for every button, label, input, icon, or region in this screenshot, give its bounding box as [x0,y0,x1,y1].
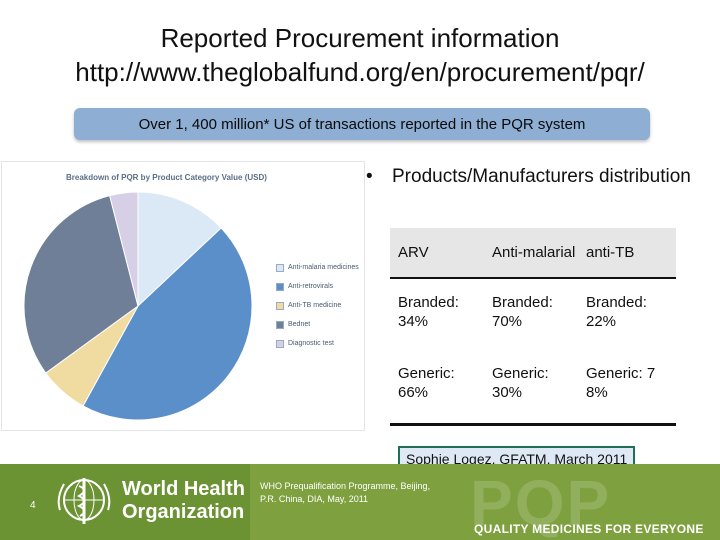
chart-title: Breakdown of PQR by Product Category Val… [66,173,267,182]
legend-swatch [276,282,284,291]
slide-number: 4 [30,500,36,511]
pie-slice-bednet [23,194,139,374]
event-info: WHO Prequalification Programme, Beijing,… [260,480,430,506]
header-antimalarial: Anti-malarial [484,228,578,279]
legend-item: Bednet [276,315,366,334]
legend-item: Anti-malaria medicines [276,258,366,277]
who-emblem-icon [57,478,111,524]
legend-label: Diagnostic test [288,340,334,347]
event-info-line-2: P.R. China, DIA, May, 2011 [260,494,369,504]
table-cell: Generic: 30% [492,365,549,402]
org-line-1: World Health [122,478,245,500]
legend-label: Anti-malaria medicines [288,264,359,271]
pqp-watermark: PQP [470,467,612,539]
legend-swatch [276,263,284,272]
legend-item: Anti-retrovirals [276,277,366,296]
table-cell: Branded: 22% [586,293,647,330]
table-cell: Branded: 34% [398,293,459,330]
organization-name: World Health Organization [122,478,245,524]
pie-slice-anti-malaria-medicines [137,191,222,308]
pie-chart [23,191,253,421]
legend-label: Anti-TB medicine [288,302,342,309]
slide-url: http://www.theglobalfund.org/en/procurem… [75,57,645,87]
bullet-text: Products/Manufacturers distribution [392,166,691,187]
org-line-2: Organization [122,501,245,523]
pie-slice-anti-retrovirals [82,227,253,421]
table-header-row: ARV Anti-malarial anti-TB [390,228,676,279]
table-cell: Generic: 66% [398,365,455,402]
legend-label: Bednet [288,321,311,328]
legend-swatch [276,301,284,310]
chart-legend: Anti-malaria medicines Anti-retrovirals An… [276,258,366,353]
legend-label: Anti-retrovirals [288,283,334,290]
bullet-item: • Products/Manufacturers distribution [366,166,691,188]
distribution-table: ARV Anti-malarial anti-TB Branded: 34% B… [390,228,676,426]
tagline: QUALITY MEDICINES FOR EVERYONE [474,522,704,536]
legend-swatch [276,320,284,329]
bullet-dot: • [366,166,373,187]
pie-slice-diagnostic-test [109,191,139,307]
table-cell: Branded: 70% [492,293,553,330]
header-anti-tb: anti-TB [578,228,676,279]
footer-left-block [0,464,250,540]
legend-swatch [276,339,284,348]
table-row: Generic: 66% Generic: 30% Generic: 7 8% [390,344,676,424]
table-cell: Generic: 7 8% [586,365,656,402]
legend-item: Anti-TB medicine [276,296,366,315]
header-arv: ARV [390,228,484,279]
event-info-line-1: WHO Prequalification Programme, Beijing, [260,481,431,491]
summary-banner: Over 1, 400 million* US of transactions … [74,108,650,140]
banner-text: Over 1, 400 million* US of transactions … [138,115,586,133]
table-row: Branded: 34% Branded: 70% Branded: 22% [390,278,676,344]
footer-bar: 4 World Health Organization WHO Prequali… [0,464,720,540]
legend-item: Diagnostic test [276,334,366,353]
slide-title: Reported Procurement information [160,23,560,53]
